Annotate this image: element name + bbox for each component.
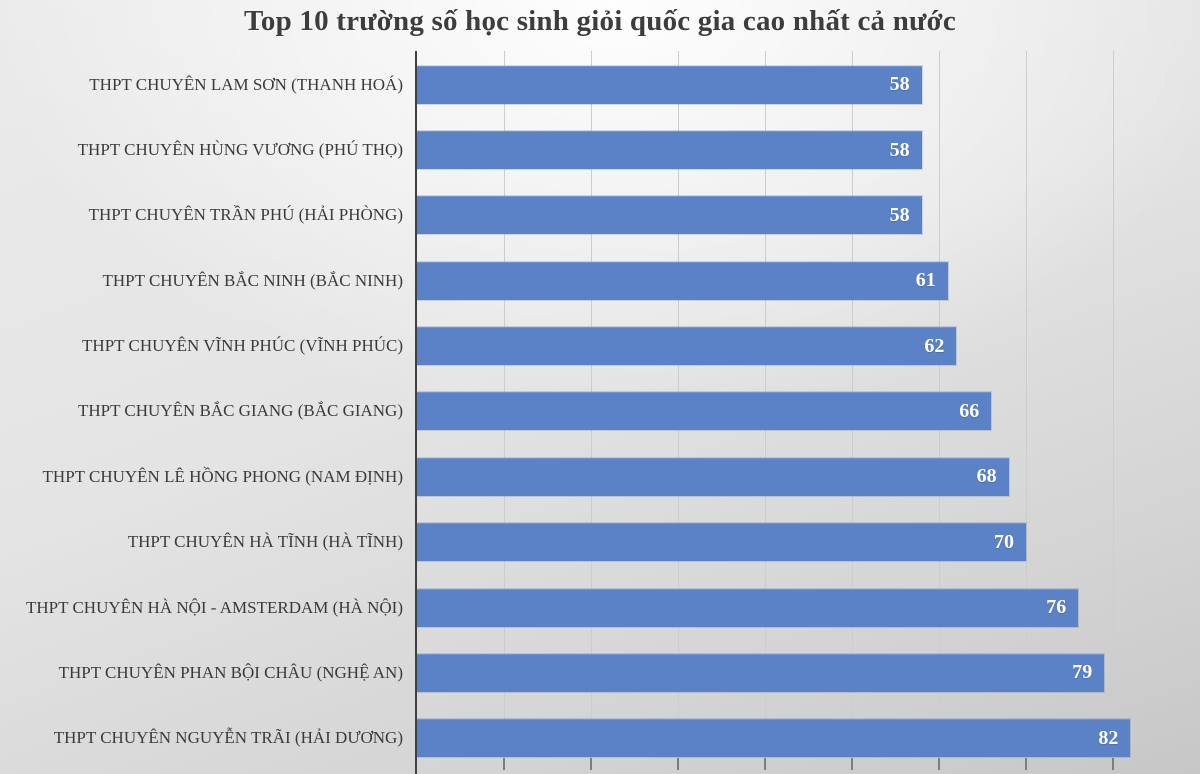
category-label: THPT CHUYÊN VĨNH PHÚC (VĨNH PHÚC) [82, 336, 403, 356]
axis-tick [1025, 758, 1027, 770]
bar: 79 [417, 653, 1105, 692]
bar: 68 [417, 457, 1009, 496]
axis-tick [590, 758, 592, 770]
category-axis-line [415, 51, 417, 774]
bar-row: THPT CHUYÊN HÙNG VƯƠNG (PHÚ THỌ) 58 [0, 117, 1200, 182]
bar-row: THPT CHUYÊN HÀ TĨNH (HÀ TĨNH) 70 [0, 510, 1200, 575]
axis-tick [677, 758, 679, 770]
category-label: THPT CHUYÊN BẮC NINH (BẮC NINH) [102, 270, 404, 290]
category-label: THPT CHUYÊN HÀ NỘI - AMSTERDAM (HÀ NỘI) [26, 597, 403, 617]
plot-area: THPT CHUYÊN LAM SƠN (THANH HOÁ) 58 THPT … [0, 51, 1200, 774]
bar: 82 [417, 719, 1131, 758]
bar-row: THPT CHUYÊN LÊ HỒNG PHONG (NAM ĐỊNH) 68 [0, 444, 1200, 509]
axis-tick [1112, 758, 1114, 770]
chart-title: Top 10 trường số học sinh giỏi quốc gia … [244, 5, 956, 37]
bar: 61 [417, 261, 948, 300]
bar-value-label: 82 [1098, 726, 1119, 749]
category-label: THPT CHUYÊN NGUYỄN TRÃI (HẢI DƯƠNG) [53, 728, 403, 748]
category-label: THPT CHUYÊN LÊ HỒNG PHONG (NAM ĐỊNH) [42, 466, 403, 486]
gridline [1113, 51, 1114, 770]
bar-row: THPT CHUYÊN TRẦN PHÚ (HẢI PHÒNG) 58 [0, 183, 1200, 248]
bar: 66 [417, 392, 992, 431]
bar-row: THPT CHUYÊN PHAN BỘI CHÂU (NGHỆ AN) 79 [0, 640, 1200, 705]
bar: 58 [417, 196, 922, 235]
bar-value-label: 62 [924, 334, 945, 357]
bar-row: THPT CHUYÊN BẮC GIANG (BẮC GIANG) 66 [0, 379, 1200, 444]
bar-value-label: 58 [889, 73, 910, 96]
bar-value-label: 76 [1046, 596, 1067, 619]
axis-tick [938, 758, 940, 770]
axis-tick [764, 758, 766, 770]
bar-value-label: 79 [1072, 661, 1093, 684]
category-label: THPT CHUYÊN LAM SƠN (THANH HOÁ) [89, 74, 403, 94]
category-label: THPT CHUYÊN PHAN BỘI CHÂU (NGHỆ AN) [58, 662, 403, 682]
bar: 62 [417, 327, 957, 366]
gridline [1026, 51, 1027, 770]
bar-row: THPT CHUYÊN LAM SƠN (THANH HOÁ) 58 [0, 52, 1200, 117]
bar-value-label: 61 [915, 269, 936, 292]
category-label: THPT CHUYÊN BẮC GIANG (BẮC GIANG) [77, 401, 403, 421]
bar-row: THPT CHUYÊN HÀ NỘI - AMSTERDAM (HÀ NỘI) … [0, 575, 1200, 640]
category-label: THPT CHUYÊN TRẦN PHÚ (HẢI PHÒNG) [88, 205, 403, 225]
axis-tick [851, 758, 853, 770]
bar: 58 [417, 131, 922, 170]
bars-layer: THPT CHUYÊN LAM SƠN (THANH HOÁ) 58 THPT … [0, 52, 1200, 771]
bar-value-label: 58 [889, 203, 910, 226]
bar: 70 [417, 523, 1026, 562]
bar-value-label: 58 [889, 138, 910, 161]
bar-value-label: 66 [959, 399, 980, 422]
bar: 76 [417, 588, 1079, 627]
axis-tick [503, 758, 505, 770]
category-label: THPT CHUYÊN HÙNG VƯƠNG (PHÚ THỌ) [77, 140, 403, 160]
bar-row: THPT CHUYÊN VĨNH PHÚC (VĨNH PHÚC) 62 [0, 313, 1200, 378]
bar-row: THPT CHUYÊN BẮC NINH (BẮC NINH) 61 [0, 248, 1200, 313]
bar-value-label: 70 [994, 530, 1014, 553]
bar: 58 [417, 65, 922, 104]
category-label: THPT CHUYÊN HÀ TĨNH (HÀ TĨNH) [127, 532, 403, 552]
bar-row: THPT CHUYÊN NGUYỄN TRÃI (HẢI DƯƠNG) 82 [0, 706, 1200, 771]
bar-value-label: 68 [976, 465, 997, 488]
